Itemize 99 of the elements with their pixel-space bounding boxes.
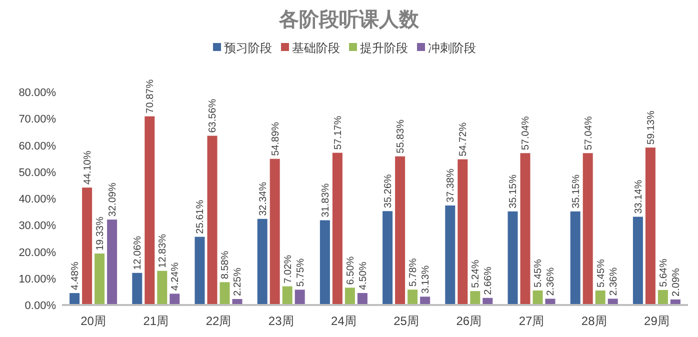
- text: 70.87%: [145, 79, 156, 114]
- text: 57.04%: [520, 116, 532, 150]
- x-tick-label: 20周: [80, 314, 106, 328]
- bar: [508, 211, 518, 305]
- bar: [94, 254, 105, 305]
- bar: [157, 270, 168, 305]
- data-label: 32.34%: [258, 182, 269, 216]
- bar: [408, 290, 418, 305]
- x-tick-label: 24周: [331, 314, 356, 328]
- bar: [645, 148, 656, 305]
- bar: [532, 290, 543, 305]
- chart-title: 各阶段听课人数: [278, 8, 420, 31]
- bar: [220, 282, 230, 305]
- data-label: 5.24%: [470, 260, 482, 288]
- y-tick-label: 70.00%: [18, 114, 56, 126]
- data-label: 12.06%: [132, 236, 144, 270]
- data-label: 37.38%: [446, 168, 457, 202]
- data-label: 32.09%: [108, 182, 119, 217]
- data-label: 35.15%: [508, 174, 520, 208]
- y-tick-label: 50.00%: [18, 166, 56, 179]
- data-label: 35.15%: [570, 174, 582, 208]
- bar: [107, 220, 118, 305]
- text: 54.89%: [270, 122, 282, 156]
- text: 54.72%: [458, 122, 470, 156]
- bar: [658, 290, 668, 305]
- text: 63.56%: [208, 98, 219, 133]
- data-label: 2.36%: [608, 267, 620, 296]
- bar: [595, 290, 606, 305]
- data-label: 33.14%: [633, 180, 644, 214]
- x-tick-label: 27周: [518, 314, 544, 328]
- bar: [420, 296, 430, 305]
- y-tick-label: 40.00%: [18, 194, 56, 206]
- legend-label: 冲刺阶段: [428, 41, 476, 55]
- data-label: 31.83%: [320, 183, 332, 218]
- y-tick-label: 60.00%: [18, 140, 56, 152]
- data-label: 6.50%: [345, 256, 356, 285]
- bar: [132, 272, 142, 305]
- bar: [282, 286, 292, 305]
- data-label: 2.09%: [670, 268, 682, 296]
- data-label: 2.36%: [546, 267, 557, 296]
- bar: [257, 218, 268, 305]
- x-tick-label: 28周: [581, 314, 607, 328]
- data-label: 25.61%: [195, 200, 206, 234]
- bar: [582, 153, 593, 305]
- data-label: 12.83%: [158, 234, 169, 268]
- data-label: 19.33%: [95, 216, 106, 251]
- data-label: 5.45%: [533, 259, 544, 288]
- x-tick-label: 26周: [456, 314, 482, 328]
- x-tick-label: 25周: [394, 314, 419, 328]
- bar: [445, 205, 456, 305]
- x-tick-label: 21周: [143, 314, 169, 328]
- bar: [570, 211, 580, 305]
- bar: [458, 159, 468, 305]
- y-tick-label: 20.00%: [18, 246, 56, 259]
- data-label: 3.13%: [420, 265, 432, 294]
- data-label: 4.48%: [70, 262, 82, 290]
- text: 59.13%: [646, 110, 657, 145]
- x-tick-label: 22周: [206, 314, 232, 328]
- y-tick-label: 30.00%: [18, 220, 56, 232]
- text: 44.10%: [82, 150, 94, 185]
- bar: [344, 288, 355, 305]
- bar: [144, 116, 155, 305]
- data-label: 2.66%: [483, 266, 494, 295]
- legend-label: 预习阶段: [224, 41, 272, 55]
- data-label: 5.75%: [295, 258, 306, 287]
- bar: [632, 216, 643, 305]
- bar: [395, 156, 406, 305]
- bar: [332, 152, 342, 305]
- data-label: 4.50%: [358, 262, 369, 290]
- x-tick-label: 29周: [644, 314, 670, 328]
- bar: [270, 158, 280, 305]
- data-label: 5.45%: [596, 259, 607, 288]
- bar: [170, 294, 180, 305]
- bar: [194, 236, 205, 305]
- data-label: 5.78%: [408, 258, 420, 287]
- data-label: 8.58%: [220, 250, 232, 280]
- x-tick-label: 23周: [268, 314, 294, 328]
- legend-label: 基础阶段: [292, 41, 340, 55]
- bar: [520, 153, 530, 305]
- y-tick-label: 0.00%: [24, 300, 56, 312]
- bar: [70, 293, 80, 305]
- text: 57.04%: [583, 116, 594, 150]
- text: 57.17%: [332, 116, 344, 150]
- data-label: 2.25%: [232, 268, 244, 296]
- data-label: 5.64%: [658, 258, 670, 287]
- legend-label: 提升阶段: [360, 41, 408, 55]
- bar: [320, 220, 330, 305]
- data-label: 4.24%: [170, 262, 182, 291]
- text: 55.83%: [396, 119, 407, 154]
- data-label: 35.26%: [383, 174, 394, 208]
- data-label: 7.02%: [282, 254, 294, 284]
- y-tick-label: 10.00%: [18, 273, 56, 286]
- y-tick-label: 80.00%: [18, 87, 56, 99]
- bar: [357, 293, 368, 305]
- bar: [470, 291, 480, 305]
- bar: [82, 188, 92, 305]
- bar: [207, 136, 218, 305]
- bar: [294, 290, 305, 305]
- bar: [382, 211, 393, 305]
